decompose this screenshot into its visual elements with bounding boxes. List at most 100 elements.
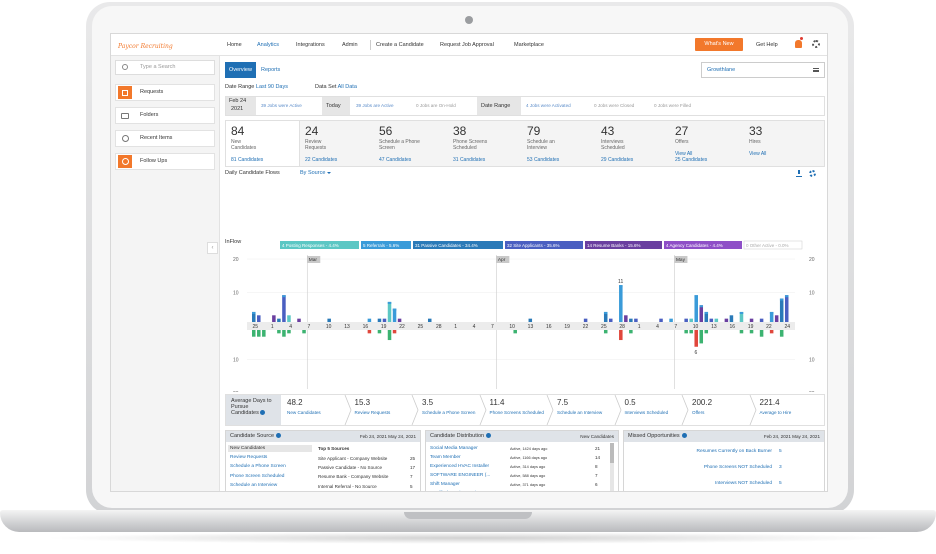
missed-opportunity-link[interactable]: Resumes Currently on Back Burner [696,449,772,454]
sidebar-item-requests[interactable]: Requests [115,84,215,101]
average-days-cell[interactable]: 200.2 Offers [689,395,757,425]
nav-home[interactable]: Home [227,42,242,48]
distribution-job-link[interactable]: Certified Nursing Assistant [430,491,486,492]
company-select[interactable]: Growthlane [701,62,825,78]
inflow-bar[interactable] [624,315,628,322]
inflow-legend-chip[interactable] [361,241,411,249]
inflow-bar[interactable] [684,318,688,322]
sidebar-item-folders[interactable]: Folders [115,107,215,124]
nav-integrations[interactable]: Integrations [296,42,325,48]
inflow-bar[interactable] [608,318,613,322]
paycor-logo[interactable]: Paycor Recruiting [116,40,173,50]
nav-create-candidate[interactable]: Create a Candidate [376,42,424,48]
source-stage-link[interactable]: Schedule an Interview [230,482,278,488]
missed-opportunity-count[interactable]: 3 [779,465,782,470]
kpi-new-candidates[interactable]: 84 New Candidates 81 Candidates [226,121,300,166]
inflow-bar[interactable] [282,295,286,322]
outflow-bar[interactable] [387,330,392,341]
inflow-bar[interactable] [619,285,623,322]
inflow-legend-chip[interactable] [664,241,742,249]
inflow-bar[interactable] [759,318,764,322]
inflow-bar[interactable] [689,318,693,322]
inflow-bar[interactable] [779,298,784,322]
inflow-legend-chip[interactable] [280,241,359,249]
inflow-bar[interactable] [669,318,673,322]
info-icon[interactable] [486,433,492,439]
outflow-bar[interactable] [739,330,744,334]
chart-settings-icon[interactable] [809,170,816,177]
average-days-stage-link[interactable]: Review Requests [354,410,391,415]
inflow-bar[interactable] [724,318,729,322]
inflow-bar[interactable] [327,318,331,322]
inflow-bar[interactable] [709,318,714,322]
source-stage-link[interactable]: New Candidates [230,446,266,451]
inflow-bar[interactable] [397,318,402,322]
outflow-bar[interactable] [603,330,608,334]
average-days-stage-link[interactable]: Schedule a Phone Screen [422,410,476,415]
outflow-bar[interactable] [252,330,256,337]
inflow-bar[interactable] [382,318,387,322]
inflow-bar[interactable] [528,318,533,322]
distribution-job-link[interactable]: Team Member [430,455,461,460]
missed-opportunity-link[interactable]: Phone Screens NOT Scheduled [703,465,772,470]
dataset-value[interactable]: All Data [337,84,357,90]
kpi-link[interactable]: 31 Candidates [453,157,486,163]
inflow-bar[interactable] [629,318,633,322]
outflow-bar[interactable] [287,330,291,334]
kpi-offers[interactable]: 27 Offers View All 25 Candidates [670,121,744,166]
inflow-bar[interactable] [277,318,281,322]
kpi-review-requests[interactable]: 24 Review Requests 22 Candidates [300,121,374,166]
kpi-link[interactable]: 47 Candidates [379,157,412,163]
inflow-bar[interactable] [784,295,789,322]
average-days-stage-link[interactable]: Average to Hire [759,410,792,415]
kpi-link[interactable]: View All [749,151,767,157]
outflow-bar[interactable] [277,330,281,334]
download-icon[interactable] [796,170,802,177]
average-days-stage-link[interactable]: Interviews Scheduled [624,410,669,415]
collapse-sidebar-button[interactable]: ‹ [207,242,218,254]
distribution-job-link[interactable]: Experienced HVAC Installer [430,464,490,469]
missed-opportunity-count[interactable]: 5 [779,449,782,454]
average-days-stage-link[interactable]: New Candidates [287,410,321,415]
inflow-bar[interactable] [769,311,774,322]
inflow-bar[interactable] [634,318,638,322]
inflow-bar[interactable] [387,301,392,322]
source-stage-link[interactable]: Review Requests [230,455,268,461]
inflow-bar[interactable] [583,318,588,322]
outflow-bar[interactable] [629,330,633,334]
inflow-bar[interactable] [749,318,754,322]
outflow-bar[interactable] [257,330,261,337]
flows-source-dropdown[interactable]: By Source [300,170,331,176]
inflow-bar[interactable] [739,311,744,322]
source-stage-link[interactable]: Phone Screen Scheduled [230,473,285,479]
kpi-link[interactable]: 22 Candidates [305,157,338,163]
inflow-bar[interactable] [257,315,261,322]
tab-reports[interactable]: Reports [261,67,281,73]
kpi-link-2[interactable]: 25 Candidates [675,157,708,163]
outflow-bar[interactable] [689,330,693,334]
source-stage-link[interactable]: Schedule a Phone Screen [230,464,286,470]
kpi-link[interactable]: 29 Candidates [601,157,634,163]
info-icon[interactable] [681,433,687,439]
kpi-link[interactable]: View All [675,151,693,157]
nav-analytics[interactable]: Analytics [257,42,280,48]
inflow-bar[interactable] [699,305,704,322]
outflow-bar[interactable] [759,330,764,337]
outflow-bar[interactable] [684,330,688,334]
average-days-cell[interactable]: 11.4 Phone Screens Scheduled [487,395,555,425]
inflow-bar[interactable] [694,295,698,322]
outflow-bar[interactable] [699,330,704,344]
outflow-bar[interactable] [513,330,517,334]
notification-bell-icon[interactable] [795,37,803,48]
settings-gear-icon[interactable] [812,40,820,48]
get-help-link[interactable]: Get Help [756,42,778,48]
outflow-bar[interactable] [282,330,286,337]
outflow-bar[interactable] [367,330,372,334]
distribution-job-link[interactable]: Shift Manager [430,482,460,487]
sidebar-item-recent-items[interactable]: Recent Items [115,130,215,147]
nav-request-job-approval[interactable]: Request Job Approval [440,42,494,48]
kpi-link[interactable]: 81 Candidates [231,157,264,163]
outflow-bar[interactable] [392,330,397,334]
inflow-bar[interactable] [427,318,432,322]
inflow-bar[interactable] [704,311,709,322]
